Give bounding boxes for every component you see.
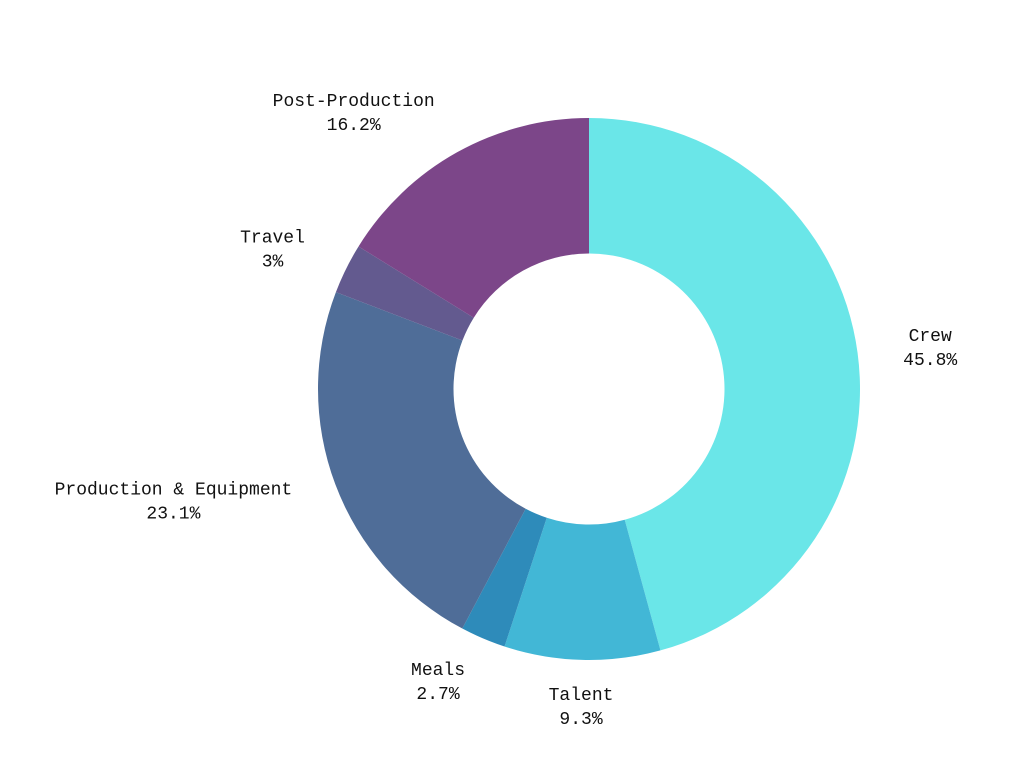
slice-label-name: Post-Production [273,92,435,112]
slice-label-name: Talent [549,686,614,706]
slice-label-post-production: Post-Production 16.2% [273,92,435,136]
slice-label-name: Meals [411,661,465,681]
slice-label-name: Travel [240,228,305,248]
slice-label-production-and-equipment: Production & Equipment 23.1% [55,480,293,524]
slice-label-value: 3% [262,252,284,272]
slices-layer [318,118,860,660]
slice-label-value: 2.7% [416,685,459,705]
slice-label-name: Production & Equipment [55,480,293,500]
slice-label-talent: Talent 9.3% [549,686,614,730]
slice-label-crew: Crew 45.8% [903,327,957,371]
slice-talent[interactable] [504,517,661,660]
slice-label-name: Crew [909,327,952,347]
slice-label-value: 16.2% [327,116,381,136]
slice-post-production[interactable] [358,118,589,318]
labels-layer: Crew 45.8% Talent 9.3% Meals 2.7% Production &… [55,92,958,730]
slice-crew[interactable] [589,118,860,651]
slice-meals[interactable] [462,508,547,647]
slice-label-value: 45.8% [903,351,957,371]
slice-label-meals: Meals 2.7% [411,661,465,705]
slice-travel[interactable] [335,246,474,341]
slice-production-and-equipment[interactable] [318,292,526,629]
slice-label-travel: Travel 3% [240,228,305,272]
slice-label-value: 9.3% [559,710,602,730]
slice-label-value: 23.1% [146,504,200,524]
